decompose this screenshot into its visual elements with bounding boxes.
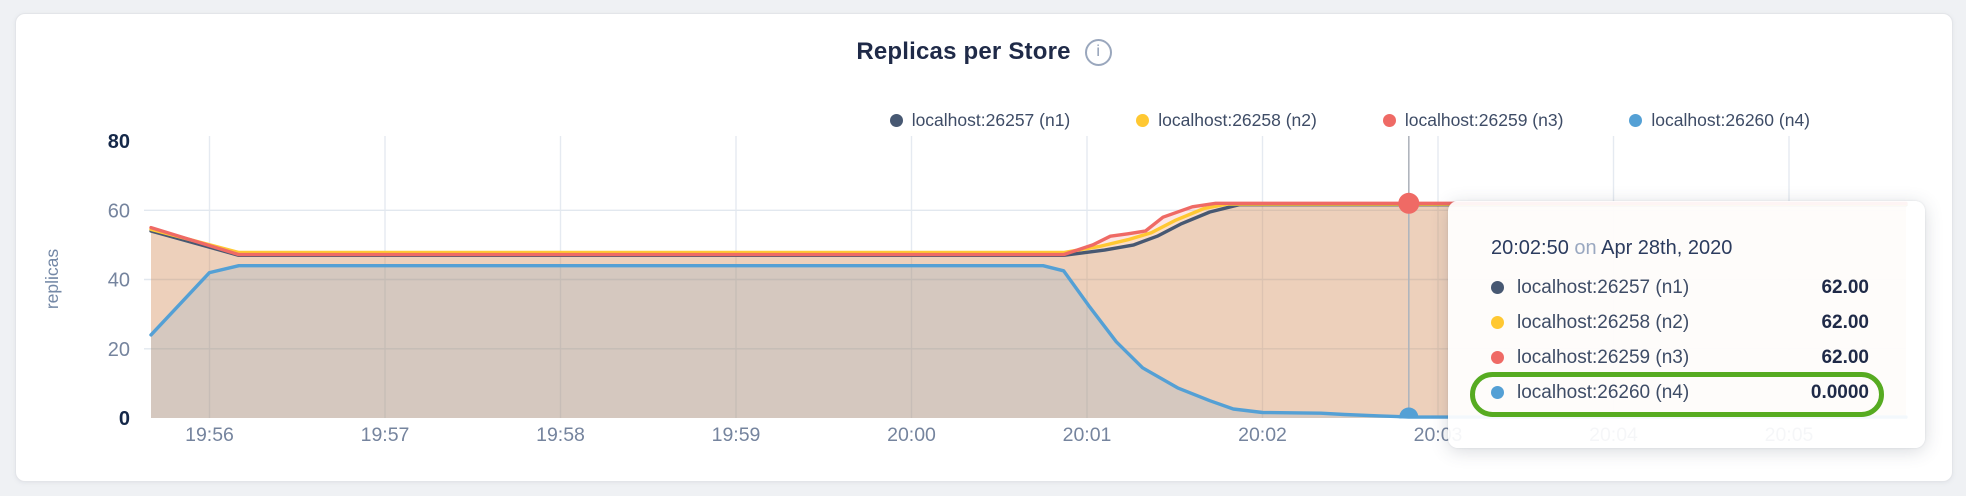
series-dot-icon (1491, 281, 1504, 294)
series-dot-icon (1382, 114, 1396, 127)
tooltip-row: localhost:26259 (n3) 62.00 (1491, 340, 1869, 375)
series-dot-icon (1491, 351, 1504, 364)
tooltip-time: 20:02:50 (1491, 237, 1569, 259)
series-dot-icon (1491, 316, 1504, 329)
tooltip-row-highlighted: localhost:26260 (n4) 0.0000 (1491, 375, 1869, 410)
svg-text:20:02: 20:02 (1238, 424, 1287, 446)
tooltip-row-label: localhost:26260 (n4) (1517, 381, 1690, 403)
tooltip-row-value: 62.00 (1821, 346, 1869, 368)
svg-text:60: 60 (108, 200, 130, 222)
tooltip-row: localhost:26257 (n1) 62.00 (1491, 270, 1869, 305)
svg-text:19:59: 19:59 (712, 424, 761, 446)
svg-text:20: 20 (108, 339, 130, 361)
info-icon[interactable]: i (1084, 38, 1112, 66)
legend-label: localhost:26257 (n1) (911, 110, 1071, 130)
hover-tooltip: 20:02:50 on Apr 28th, 2020 localhost:262… (1448, 201, 1925, 448)
legend-label: localhost:26258 (n2) (1158, 110, 1317, 130)
tooltip-timestamp: 20:02:50 on Apr 28th, 2020 (1491, 237, 1869, 260)
legend-label: localhost:26260 (n4) (1651, 110, 1810, 130)
chart-legend: localhost:26257 (n1) localhost:26258 (n2… (16, 110, 1952, 131)
legend-label: localhost:26259 (n3) (1404, 110, 1564, 130)
series-dot-icon (1136, 114, 1150, 127)
series-dot-icon (1491, 386, 1504, 399)
tooltip-date: Apr 28th, 2020 (1601, 237, 1733, 259)
svg-text:40: 40 (108, 270, 130, 292)
tooltip-row-value: 62.00 (1821, 311, 1869, 333)
svg-text:19:58: 19:58 (536, 424, 585, 446)
tooltip-conjunction: on (1574, 237, 1597, 259)
tooltip-row-label: localhost:26259 (n3) (1517, 346, 1690, 368)
chart-title: Replicas per Store (856, 38, 1071, 65)
tooltip-row-value: 62.00 (1821, 276, 1869, 298)
svg-text:0: 0 (119, 408, 130, 430)
svg-text:20:01: 20:01 (1063, 424, 1112, 446)
svg-text:20:00: 20:00 (887, 424, 936, 446)
legend-item-n3[interactable]: localhost:26259 (n3) (1382, 110, 1564, 131)
svg-text:19:57: 19:57 (361, 424, 410, 446)
svg-text:80: 80 (108, 131, 130, 153)
chart-card: Replicas per Store i localhost:26257 (n1… (15, 13, 1953, 482)
legend-item-n4[interactable]: localhost:26260 (n4) (1629, 110, 1810, 131)
tooltip-row-label: localhost:26258 (n2) (1517, 311, 1690, 333)
tooltip-row-value: 0.0000 (1810, 381, 1869, 403)
series-dot-icon (1629, 114, 1643, 127)
legend-item-n2[interactable]: localhost:26258 (n2) (1136, 110, 1317, 131)
tooltip-row-label: localhost:26257 (n1) (1517, 276, 1690, 298)
legend-item-n1[interactable]: localhost:26257 (n1) (889, 110, 1071, 131)
tooltip-row: localhost:26258 (n2) 62.00 (1491, 305, 1869, 340)
series-dot-icon (889, 114, 903, 127)
chart-header: Replicas per Store i (16, 38, 1952, 66)
svg-text:19:56: 19:56 (185, 424, 234, 446)
